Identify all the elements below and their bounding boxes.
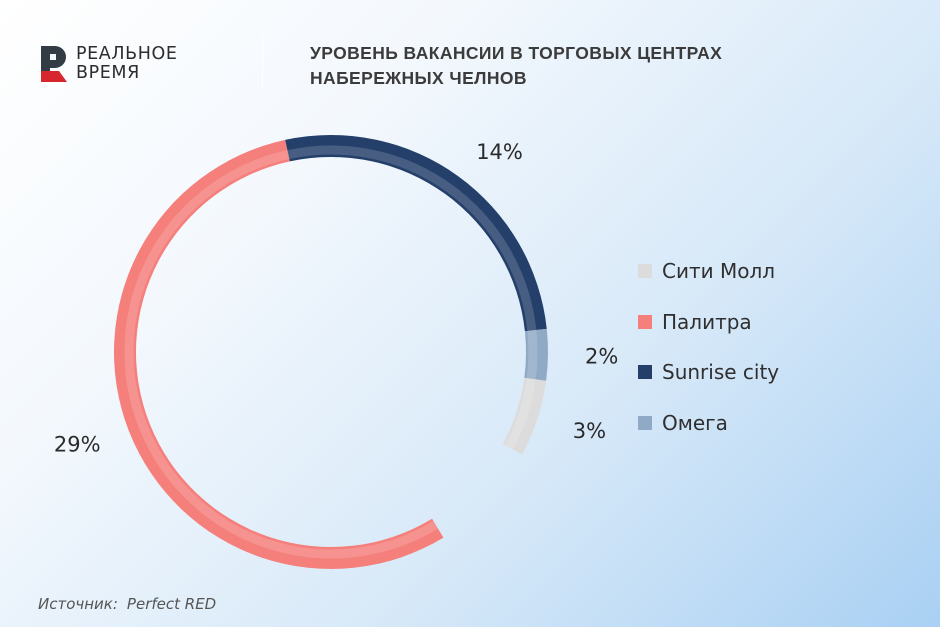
legend-label: Сити Молл (662, 259, 776, 284)
ring-segment-sunrise-city (285, 134, 547, 332)
ring-segment-омега (524, 328, 548, 381)
chart-title: УРОВЕНЬ ВАКАНСИИ В ТОРГОВЫХ ЦЕНТРАХ НАБЕ… (310, 41, 870, 91)
brand-name-line1: РЕАЛЬНОЕ (76, 44, 178, 64)
legend-item-омега: Омега (638, 398, 779, 449)
legend-label: Омега (662, 410, 728, 435)
brand-logo: РЕАЛЬНОЕ ВРЕМЯ (38, 44, 218, 88)
data-label-sunrise-city: 14% (476, 140, 523, 164)
chart-title-line1: УРОВЕНЬ ВАКАНСИИ В ТОРГОВЫХ ЦЕНТРАХ (310, 43, 723, 63)
legend-item-палитра: Палитра (638, 297, 779, 348)
brand-name: РЕАЛЬНОЕ ВРЕМЯ (76, 45, 178, 83)
source-value: Perfect RED (126, 595, 217, 613)
legend-swatch (638, 264, 652, 279)
legend-swatch (638, 314, 652, 329)
ring-segment-highlight (287, 145, 537, 331)
ring-segment-палитра (114, 139, 444, 569)
brand-logo-icon (41, 46, 67, 82)
data-label-омега: 2% (585, 344, 618, 368)
data-label-сити-молл: 3% (573, 419, 606, 443)
source-note: Источник: Perfect RED (38, 595, 216, 613)
ring-segment-highlight (526, 329, 538, 380)
brand-name-line2: ВРЕМЯ (76, 63, 140, 83)
header-divider (262, 34, 263, 90)
chart-title-line2: НАБЕРЕЖНЫХ ЧЕЛНОВ (310, 68, 527, 88)
legend-item-сити-молл: Сити Молл (638, 246, 779, 297)
legend-item-sunrise-city: Sunrise city (638, 347, 779, 398)
legend-label: Палитра (662, 309, 752, 334)
legend-label: Sunrise city (662, 360, 780, 385)
ring-segment-highlight (505, 378, 536, 450)
ring-segment-сити-молл (502, 377, 547, 455)
chart-legend: Сити Молл Палитра Sunrise city Омега (638, 246, 779, 448)
data-label-палитра: 29% (54, 433, 101, 457)
source-label: Источник: (38, 595, 118, 613)
legend-swatch (638, 415, 652, 430)
ring-segment-highlight (124, 150, 439, 559)
legend-swatch (638, 365, 652, 380)
